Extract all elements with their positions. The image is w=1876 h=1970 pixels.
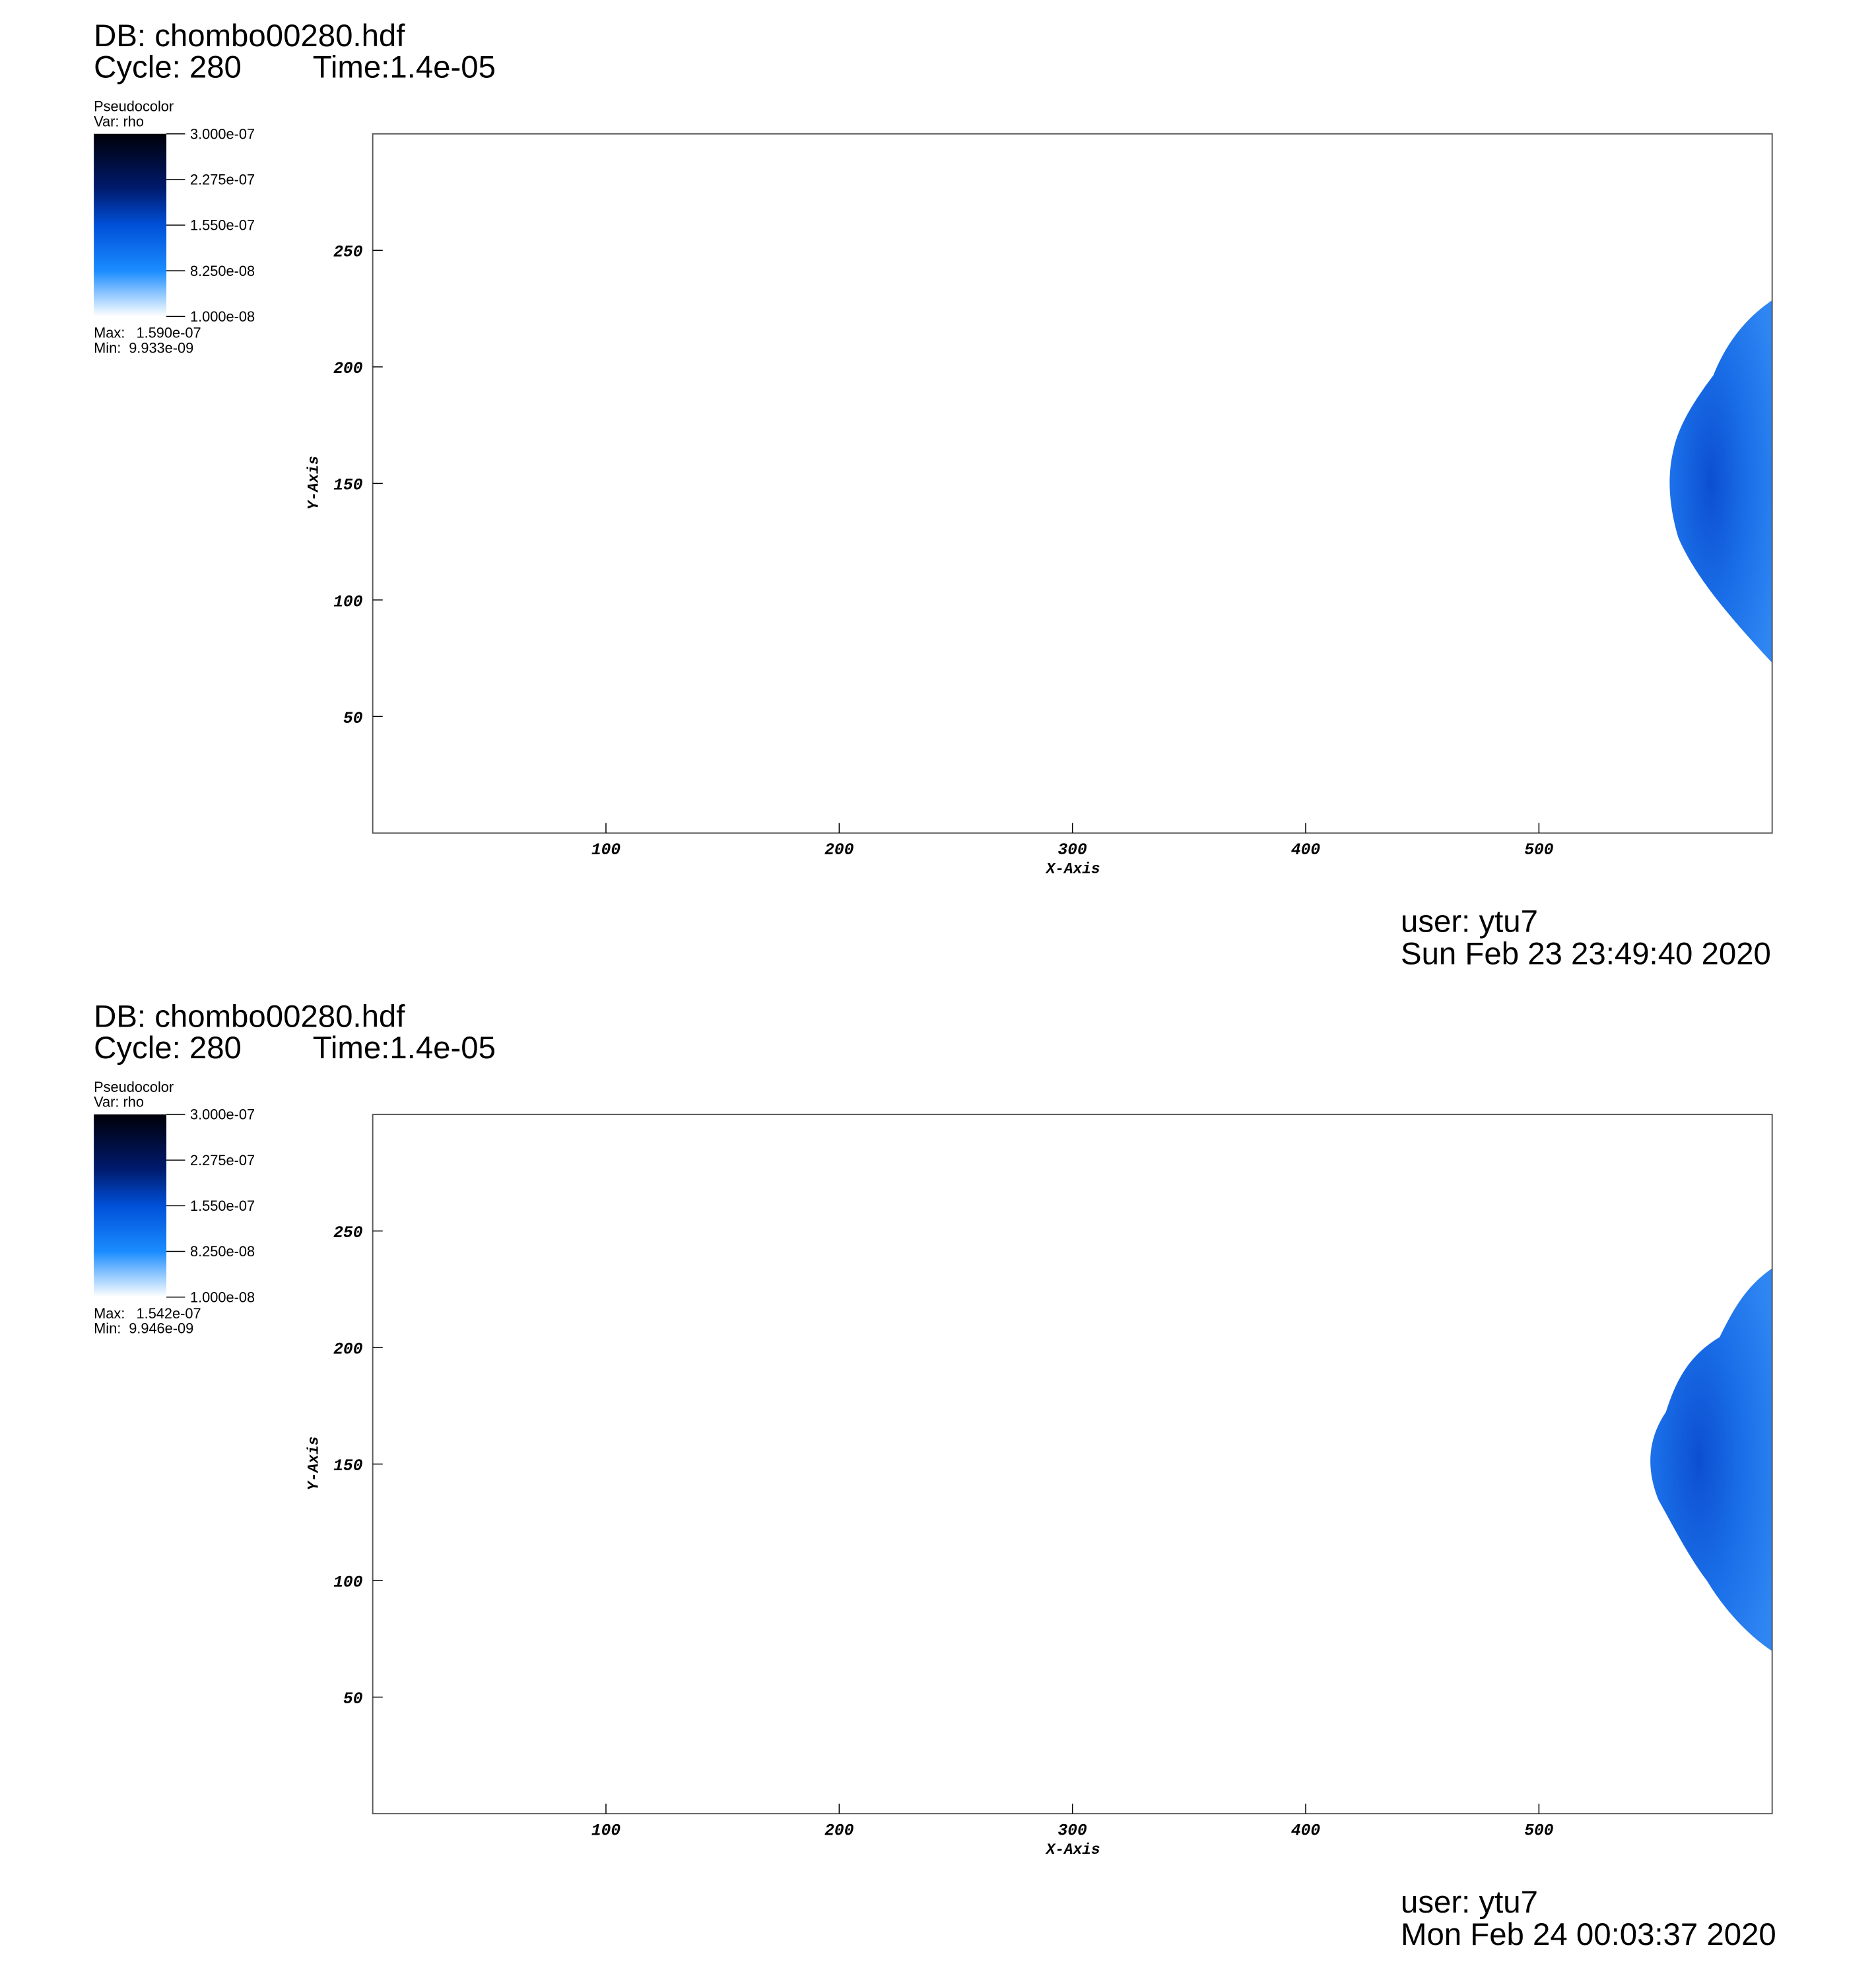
plot-frame bbox=[372, 1114, 1773, 1815]
x-tick-label: 200 bbox=[824, 842, 854, 860]
max-value: 1.542e-07 bbox=[137, 1305, 201, 1322]
colorbar-label: 8.250e-08 bbox=[190, 1243, 255, 1260]
colorbar bbox=[94, 133, 167, 317]
x-tick-label: 300 bbox=[1058, 842, 1088, 860]
colorbar-label: 1.000e-08 bbox=[190, 1289, 255, 1305]
colorbar-label: 1.550e-07 bbox=[190, 217, 255, 234]
x-tick-label: 400 bbox=[1291, 1822, 1321, 1840]
date: Mon Feb 24 00:03:37 2020 bbox=[1401, 1917, 1776, 1952]
y-tick-label: 250 bbox=[333, 244, 363, 262]
y-tick-label: 100 bbox=[333, 1575, 363, 1592]
max-label: Max: bbox=[94, 1305, 125, 1322]
max-label: Max: bbox=[94, 325, 125, 341]
colorbar-label: 3.000e-07 bbox=[190, 125, 255, 142]
density-region bbox=[1650, 1268, 1772, 1651]
x-tick-label: 500 bbox=[1524, 1822, 1554, 1840]
x-tick-label: 400 bbox=[1291, 842, 1321, 860]
user: user: ytu7 bbox=[1401, 904, 1538, 939]
x-tick-label: 500 bbox=[1524, 842, 1554, 860]
colorbar-label: 1.000e-08 bbox=[190, 308, 255, 325]
colorbar-label: 3.000e-07 bbox=[190, 1106, 255, 1123]
x-tick-label: 200 bbox=[824, 1822, 854, 1840]
cycle: Cycle: 280 bbox=[94, 50, 242, 85]
min-label: Min: bbox=[94, 339, 121, 356]
y-tick-label: 50 bbox=[343, 710, 363, 728]
y-tick-label: 250 bbox=[333, 1225, 363, 1242]
x-tick-label: 300 bbox=[1058, 1822, 1088, 1840]
variable: Var: rho bbox=[94, 113, 144, 129]
density-region bbox=[1669, 300, 1772, 663]
max-value: 1.590e-07 bbox=[137, 325, 201, 341]
min-value: 9.946e-09 bbox=[129, 1320, 193, 1337]
plot-frame bbox=[372, 133, 1773, 834]
y-tick-label: 200 bbox=[333, 1342, 363, 1359]
y-axis-label: Y-Axis bbox=[305, 456, 322, 510]
legend-title: Pseudocolor bbox=[94, 98, 174, 115]
y-tick-label: 150 bbox=[333, 1458, 363, 1476]
db-title: DB: chombo00280.hdf bbox=[94, 18, 405, 53]
variable: Var: rho bbox=[94, 1094, 144, 1110]
min-label: Min: bbox=[94, 1320, 121, 1337]
min-value: 9.933e-09 bbox=[129, 339, 193, 356]
y-tick-label: 200 bbox=[333, 360, 363, 378]
y-tick-label: 100 bbox=[333, 594, 363, 611]
time: Time:1.4e-05 bbox=[313, 50, 496, 85]
db-title: DB: chombo00280.hdf bbox=[94, 999, 405, 1034]
colorbar bbox=[94, 1114, 167, 1297]
colorbar-label: 1.550e-07 bbox=[190, 1198, 255, 1214]
colorbar-label: 8.250e-08 bbox=[190, 263, 255, 279]
x-tick-label: 100 bbox=[591, 842, 621, 860]
cycle: Cycle: 280 bbox=[94, 1031, 242, 1066]
x-tick-label: 100 bbox=[591, 1822, 621, 1840]
y-tick-label: 50 bbox=[343, 1691, 363, 1709]
user: user: ytu7 bbox=[1401, 1885, 1538, 1920]
colorbar-label: 2.275e-07 bbox=[190, 171, 255, 187]
legend-title: Pseudocolor bbox=[94, 1079, 174, 1095]
y-tick-label: 150 bbox=[333, 477, 363, 495]
time: Time:1.4e-05 bbox=[313, 1031, 496, 1066]
colorbar-label: 2.275e-07 bbox=[190, 1152, 255, 1169]
x-axis-label: X-Axis bbox=[1045, 1841, 1100, 1858]
y-axis-label: Y-Axis bbox=[305, 1437, 322, 1491]
date: Sun Feb 23 23:49:40 2020 bbox=[1401, 937, 1771, 972]
x-axis-label: X-Axis bbox=[1045, 860, 1100, 877]
